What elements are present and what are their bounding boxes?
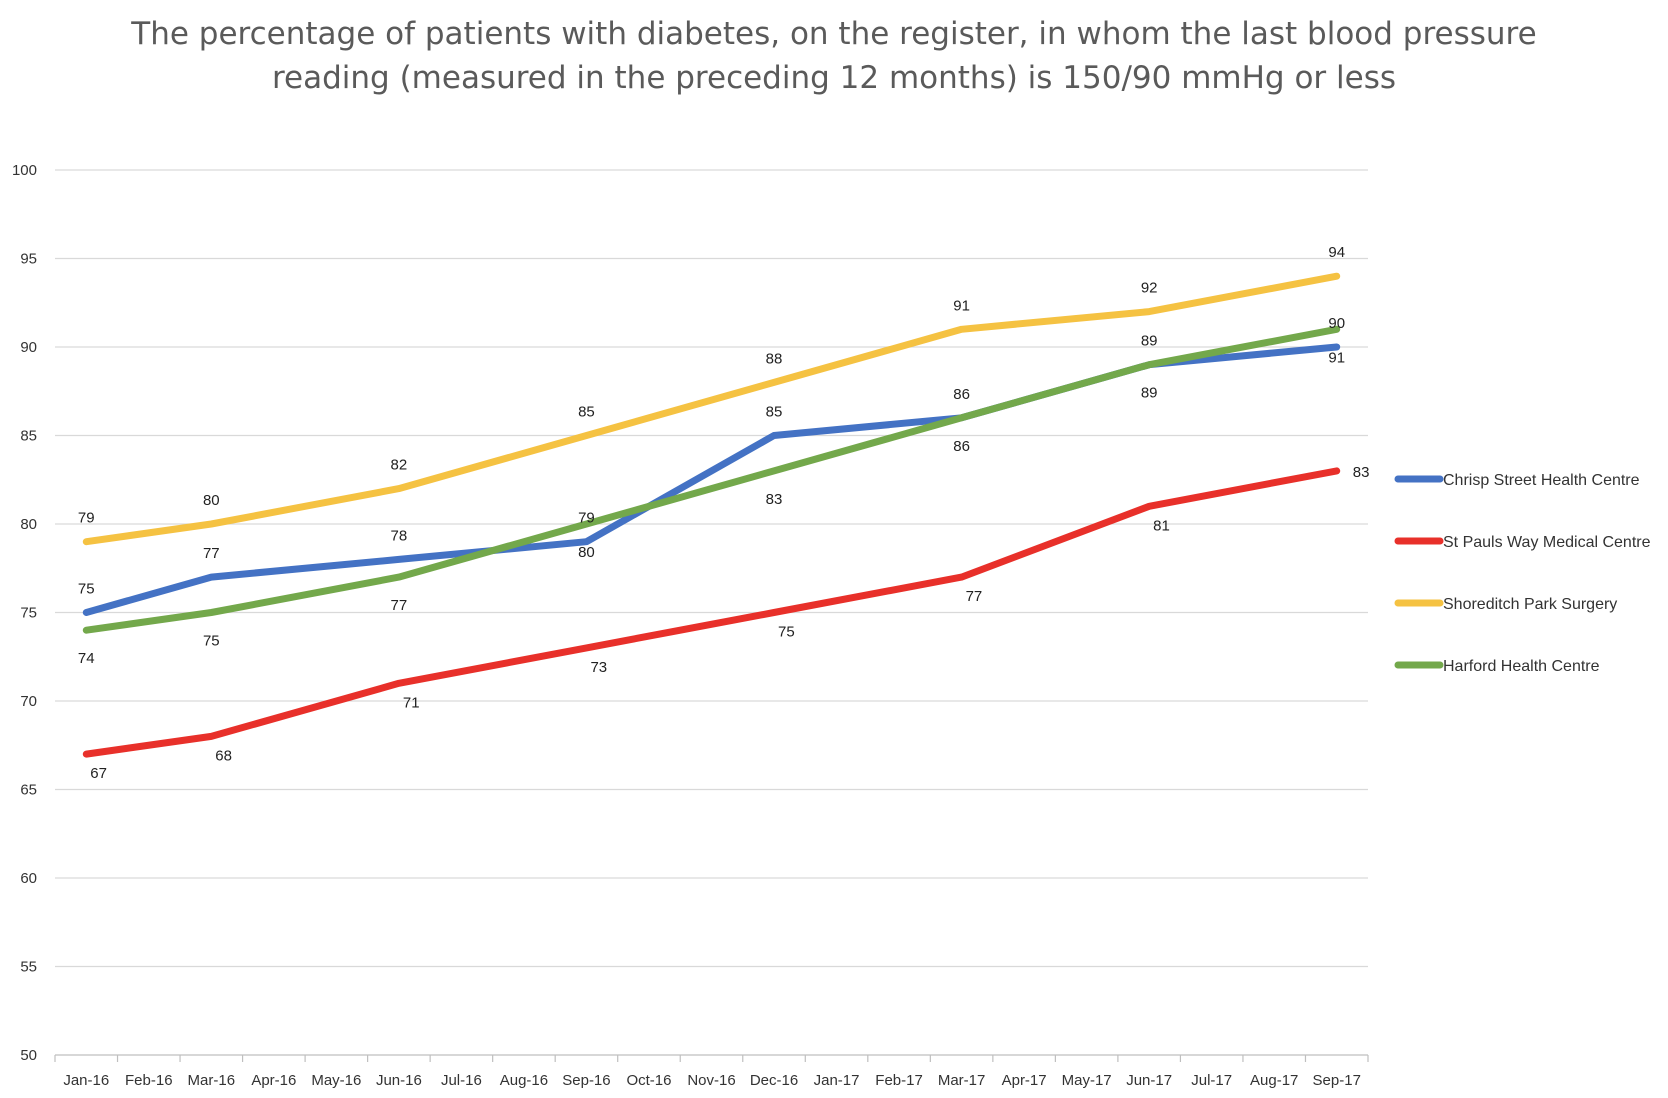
data-label: 94 xyxy=(1328,244,1345,261)
data-label: 85 xyxy=(578,404,595,421)
chart-title: The percentage of patients with diabetes… xyxy=(0,12,1668,100)
chart-title-line-2: reading (measured in the preceding 12 mo… xyxy=(271,60,1396,96)
legend: Chrisp Street Health Centre St Pauls Way … xyxy=(1394,472,1651,675)
data-label: 82 xyxy=(391,457,408,474)
data-label: 75 xyxy=(78,581,95,598)
x-tick-label: Sep-16 xyxy=(562,1072,610,1089)
data-label: 90 xyxy=(1328,315,1345,332)
x-tick-label: Jan-17 xyxy=(814,1072,860,1089)
axes: 50 55 60 65 70 75 80 85 90 95 100 Jan-16 Feb-16 Mar-1… xyxy=(12,162,1369,1089)
data-label: 75 xyxy=(203,633,220,650)
data-label: 77 xyxy=(203,545,220,562)
y-tick-label: 100 xyxy=(12,162,37,179)
legend-label: Harford Health Centre xyxy=(1443,658,1600,675)
x-tick-label: Sep-17 xyxy=(1313,1072,1361,1089)
data-label: 85 xyxy=(766,404,783,421)
data-label: 91 xyxy=(1328,349,1345,366)
data-label: 88 xyxy=(766,350,783,367)
legend-item: Harford Health Centre xyxy=(1394,658,1600,675)
series-line xyxy=(82,325,1341,634)
data-label: 67 xyxy=(90,765,107,782)
data-label: 80 xyxy=(578,544,595,561)
x-tick-label: Feb-17 xyxy=(875,1072,923,1089)
x-tick-label: Aug-17 xyxy=(1250,1072,1298,1089)
x-tick-label: Apr-16 xyxy=(251,1072,296,1089)
data-labels: 75 77 78 79 85 86 89 90 67 68 71 73 75 77 81 83 79 80 82 85… xyxy=(78,244,1370,782)
x-tick-label: Feb-16 xyxy=(125,1072,173,1089)
x-tick-label: Jan-16 xyxy=(63,1072,109,1089)
data-label: 68 xyxy=(215,747,232,764)
series-line xyxy=(82,467,1341,758)
legend-item: Chrisp Street Health Centre xyxy=(1394,472,1640,489)
data-label: 81 xyxy=(1153,517,1170,534)
y-tick-label: 75 xyxy=(20,605,37,622)
data-label: 89 xyxy=(1141,385,1158,402)
x-tick-label: Mar-17 xyxy=(938,1072,986,1089)
x-tick-label: Jul-17 xyxy=(1191,1072,1232,1089)
x-tick-label: Jun-16 xyxy=(376,1072,422,1089)
data-label: 77 xyxy=(966,588,983,605)
x-tick-label: May-17 xyxy=(1062,1072,1112,1089)
y-tick-label: 90 xyxy=(20,339,37,356)
data-label: 71 xyxy=(403,694,420,711)
x-tick-label: Dec-16 xyxy=(750,1072,798,1089)
data-label: 73 xyxy=(590,659,607,676)
data-label: 86 xyxy=(953,438,970,455)
x-tick-label: Oct-16 xyxy=(626,1072,671,1089)
x-tick-label: May-16 xyxy=(311,1072,361,1089)
x-tick-label: Nov-16 xyxy=(687,1072,735,1089)
y-tick-label: 60 xyxy=(20,870,37,887)
y-tick-label: 55 xyxy=(20,959,37,976)
y-tick-label: 80 xyxy=(20,516,37,533)
y-tick-label: 70 xyxy=(20,693,37,710)
data-label: 74 xyxy=(78,650,95,667)
legend-label: Shoreditch Park Surgery xyxy=(1443,596,1617,613)
series-line xyxy=(82,272,1341,546)
series-lines xyxy=(82,272,1341,758)
data-label: 75 xyxy=(778,624,795,641)
data-label: 89 xyxy=(1141,333,1158,350)
data-label: 86 xyxy=(953,386,970,403)
data-label: 80 xyxy=(203,492,220,509)
x-tick-label: Jun-17 xyxy=(1126,1072,1172,1089)
data-label: 79 xyxy=(578,510,595,527)
gridlines xyxy=(55,169,1368,968)
x-tick-label: Jul-16 xyxy=(441,1072,482,1089)
y-tick-label: 95 xyxy=(20,251,37,268)
x-tick-label: Apr-17 xyxy=(1002,1072,1047,1089)
legend-label: St Pauls Way Medical Centre xyxy=(1443,534,1651,551)
data-label: 79 xyxy=(78,510,95,527)
data-label: 91 xyxy=(953,297,970,314)
y-tick-label: 65 xyxy=(20,782,37,799)
chart-title-line-1: The percentage of patients with diabetes… xyxy=(131,16,1537,52)
y-tick-label: 85 xyxy=(20,428,37,445)
data-label: 83 xyxy=(766,491,783,508)
legend-item: St Pauls Way Medical Centre xyxy=(1394,534,1651,551)
data-label: 77 xyxy=(391,597,408,614)
x-tick-label: Aug-16 xyxy=(500,1072,548,1089)
legend-label: Chrisp Street Health Centre xyxy=(1443,472,1640,489)
data-label: 83 xyxy=(1353,464,1370,481)
data-label: 92 xyxy=(1141,280,1158,297)
y-tick-label: 50 xyxy=(20,1047,37,1064)
legend-item: Shoreditch Park Surgery xyxy=(1394,596,1617,613)
x-tick-label: Mar-16 xyxy=(188,1072,236,1089)
data-label: 78 xyxy=(391,527,408,544)
